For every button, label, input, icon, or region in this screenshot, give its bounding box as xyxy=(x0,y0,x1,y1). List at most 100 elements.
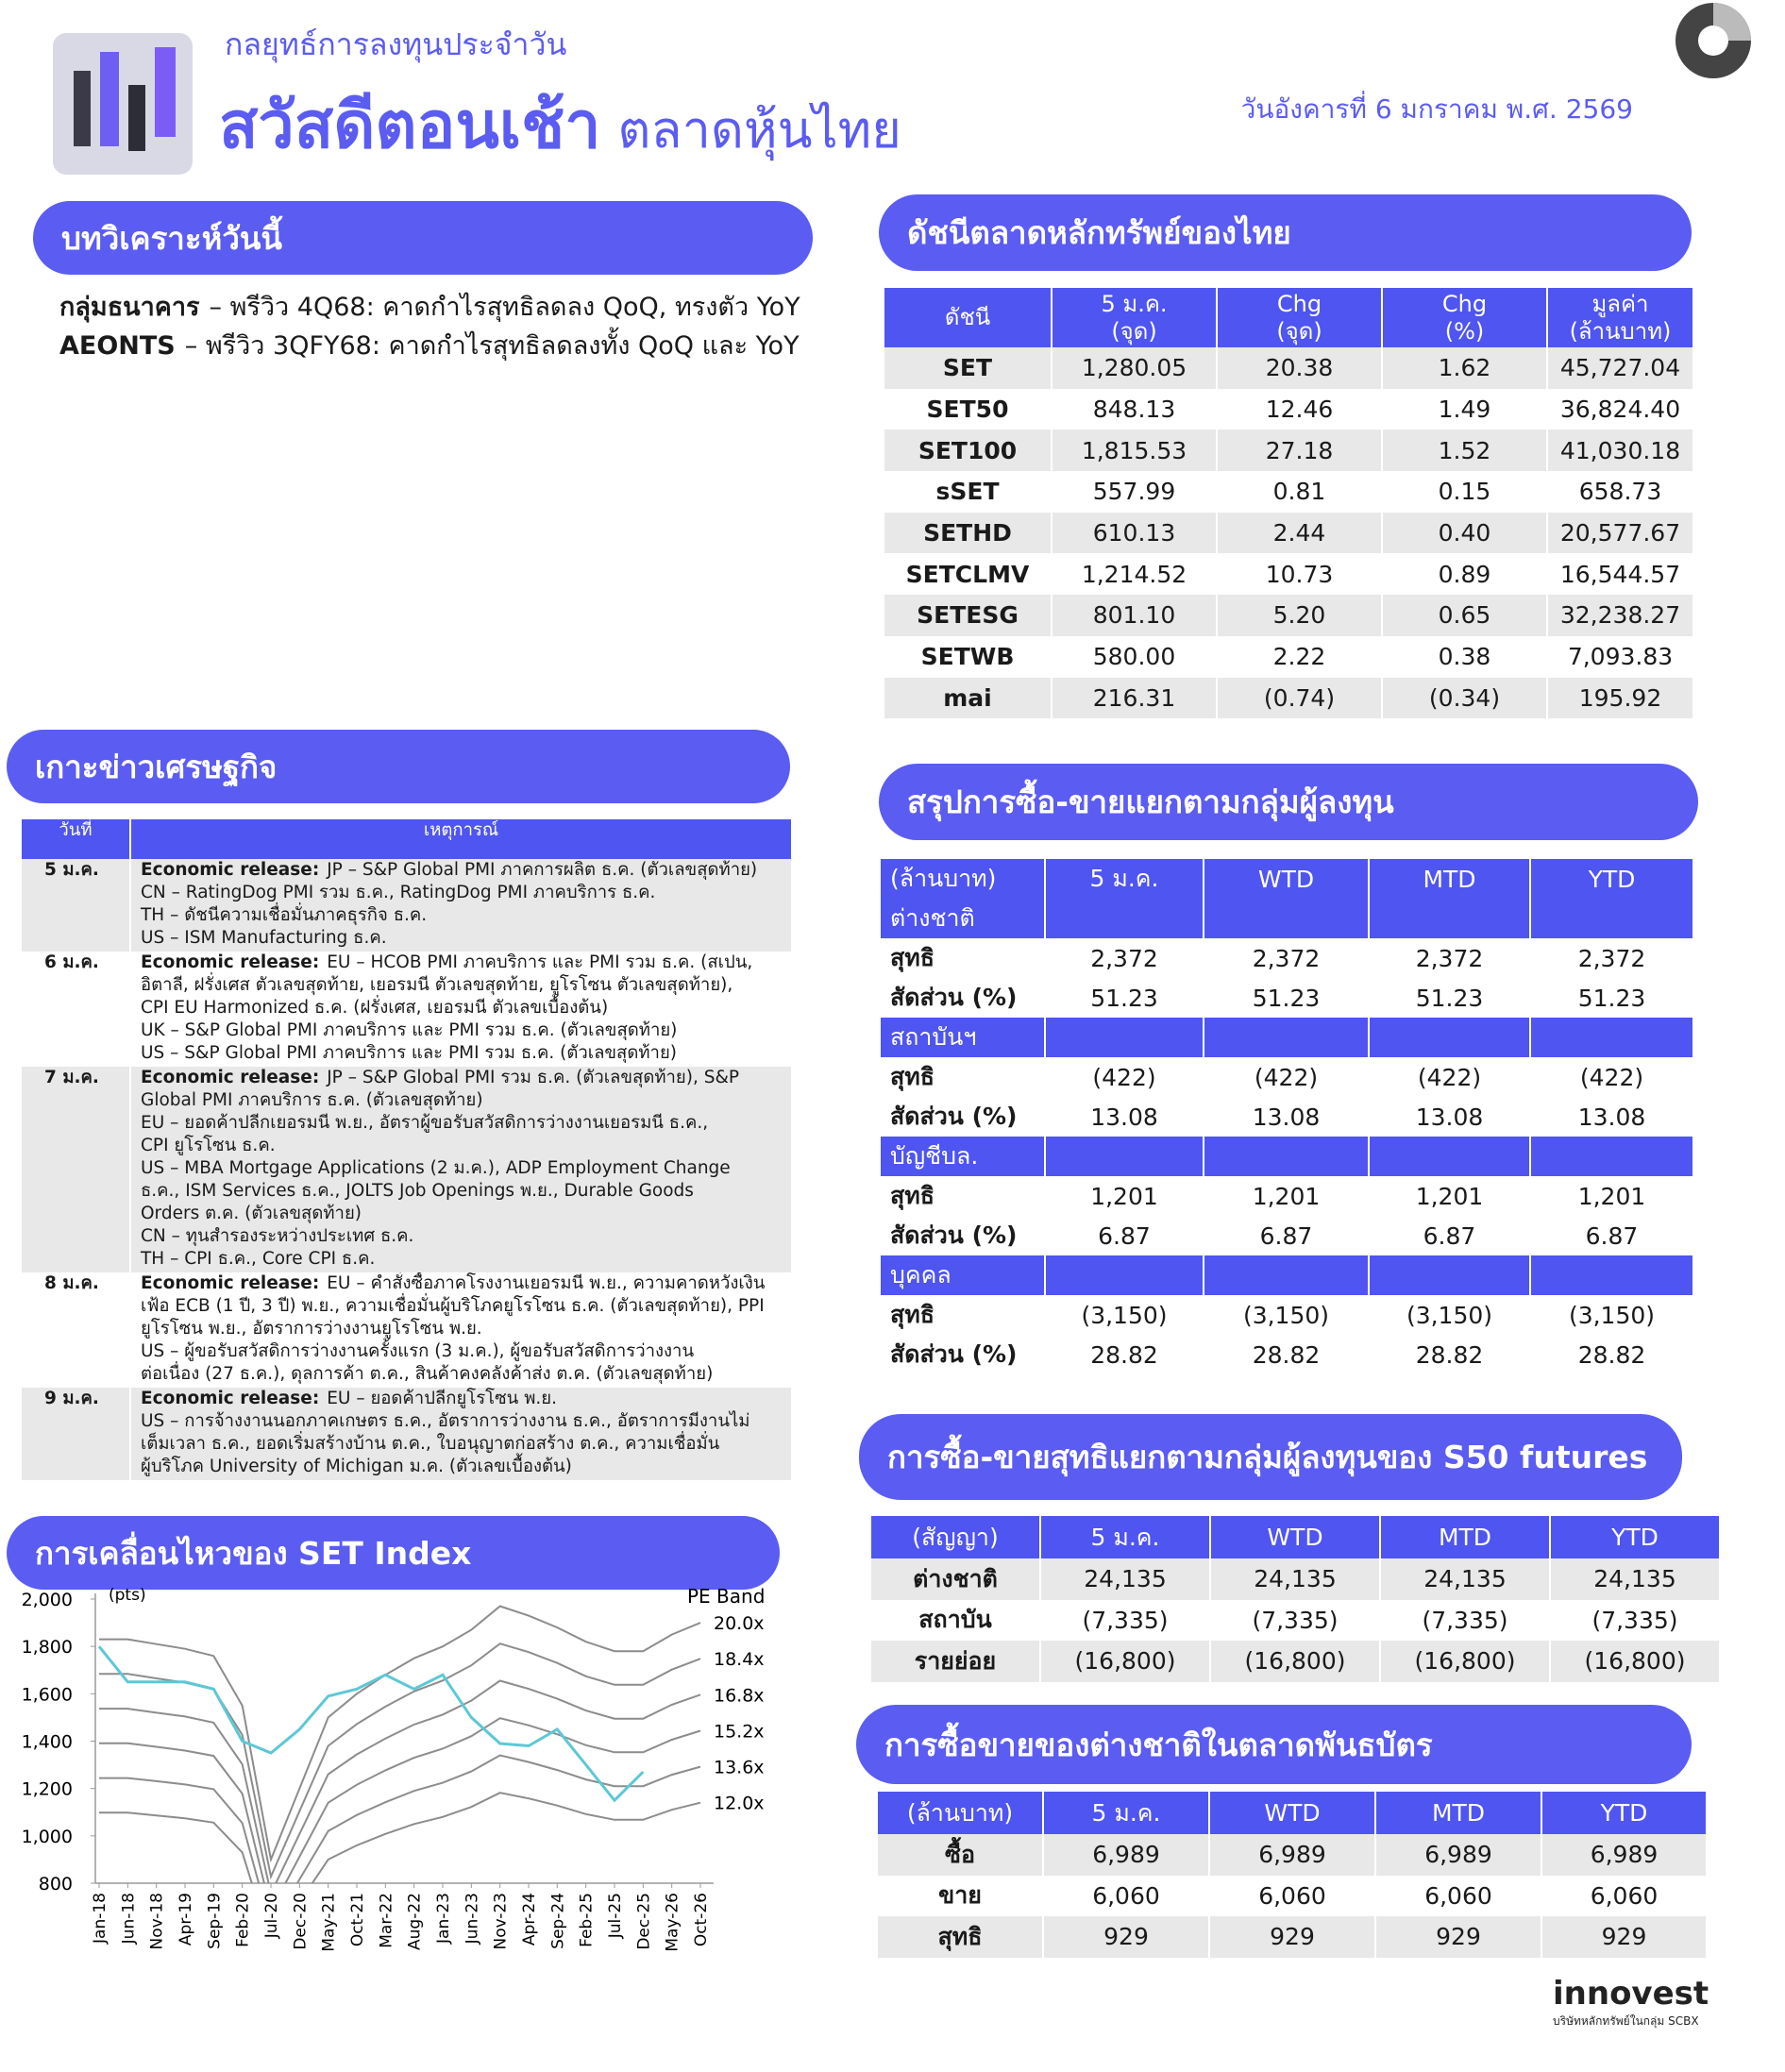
band-label: 13.6x xyxy=(714,1758,765,1778)
analysis-item: AEONTS – พรีวิว 3QFY68: คาดกำไรสุทธิลดลงท… xyxy=(59,327,805,365)
event-line: Economic release: JP – S&P Global PMI ภาค… xyxy=(141,859,791,882)
value-cell: 848.13 xyxy=(1051,388,1217,430)
group-name: สถาบันฯ xyxy=(879,1018,1045,1057)
bonds-heading: การซื้อขายของต่างชาติในตลาดพันธบัตร xyxy=(856,1705,1692,1784)
investor-row: สุทธิ (422) (422) (422) (422) xyxy=(879,1057,1692,1097)
header-cell: WTD xyxy=(1203,859,1369,899)
value-cell: (3,150) xyxy=(1368,1295,1530,1335)
investor-row: สัดส่วน (%) 13.08 13.08 13.08 13.08 xyxy=(879,1097,1692,1137)
econ-events: Economic release: EU – คำสั่งซื้อภาคโรงงา… xyxy=(129,1272,791,1388)
item-name: AEONTS xyxy=(59,331,176,361)
event-text: EU – ยอดค้าปลีกเยอรมนี พ.ย., อัตราผู้ขอร… xyxy=(141,1113,709,1133)
index-row: SETWB 580.00 2.22 0.38 7,093.83 xyxy=(883,635,1692,678)
value-cell: 6,989 xyxy=(1541,1834,1706,1876)
x-tick-label: Jan-18 xyxy=(91,1893,109,1945)
header-cell: มูลค่า (ล้านบาท) xyxy=(1546,288,1692,347)
event-text: เต็มเวลา ธ.ค., ยอดเริ่มสร้างบ้าน ต.ค., ใ… xyxy=(141,1434,720,1454)
value-cell: 216.31 xyxy=(1051,677,1217,719)
bonds-row: ซื้อ 6,989 6,989 6,989 6,989 xyxy=(876,1834,1706,1876)
item-name: กลุ่มธนาคาร xyxy=(59,293,200,322)
econ-date: 5 ม.ค. xyxy=(20,859,130,952)
band-label: 12.0x xyxy=(714,1794,765,1814)
value-cell: 10.73 xyxy=(1216,553,1382,596)
group-filler xyxy=(1368,1137,1530,1176)
futures-row: รายย่อย (16,800) (16,800) (16,800) (16,800) xyxy=(869,1641,1719,1682)
value-cell: 28.82 xyxy=(1203,1335,1369,1374)
group-filler xyxy=(1203,899,1369,938)
value-cell: 36,824.40 xyxy=(1546,388,1692,430)
investor-row: สัดส่วน (%) 51.23 51.23 51.23 51.23 xyxy=(879,978,1692,1018)
value-cell: 2,372 xyxy=(1044,938,1204,978)
econ-events: Economic release: JP – S&P Global PMI ภาค… xyxy=(129,859,791,952)
header-row: วันที่ เหตุการณ์ xyxy=(20,819,791,859)
row-label: สัดส่วน (%) xyxy=(879,978,1045,1018)
event-line: UK – S&P Global PMI ภาคบริการ และ PMI รว… xyxy=(141,1019,791,1042)
row-label: สุทธิ xyxy=(879,1176,1045,1216)
value-cell: 32,238.27 xyxy=(1546,595,1692,636)
value-cell: 6,060 xyxy=(1042,1875,1209,1916)
group-name: บัญชีบล. xyxy=(879,1137,1045,1176)
row-label: สุทธิ xyxy=(879,938,1045,978)
header-cell: YTD xyxy=(1529,859,1692,899)
index-name: SETESG xyxy=(883,595,1052,636)
header-icon xyxy=(53,33,193,175)
row-label: สัดส่วน (%) xyxy=(879,1216,1045,1255)
value-cell: 28.82 xyxy=(1368,1335,1530,1374)
header-cell: ดัชนี xyxy=(883,288,1052,347)
investor-row: สุทธิ (3,150) (3,150) (3,150) (3,150) xyxy=(879,1295,1692,1335)
y-tick-label: 1,200 xyxy=(22,1779,73,1800)
value-cell: 801.10 xyxy=(1051,595,1217,636)
value-cell: 7,093.83 xyxy=(1546,635,1692,678)
x-tick-label: Jul-25 xyxy=(606,1893,625,1939)
header-cell: เหตุการณ์ xyxy=(129,819,791,859)
header-row: (ล้านบาท) 5 ม.ค. WTD MTD YTD xyxy=(879,859,1692,899)
event-text: อิตาลี, ฝรั่งเศส ตัวเลขสุดท้าย, เยอรมนี … xyxy=(141,975,733,995)
x-tick-label: Sep-19 xyxy=(205,1893,224,1949)
header-title: สวัสดีตอนเช้า ตลาดหุ้นไทย xyxy=(219,74,901,176)
index-name: SETCLMV xyxy=(883,553,1052,596)
index-heading: ดัชนีตลาดหลักทรัพย์ของไทย xyxy=(879,194,1692,271)
y-tick-label: 1,800 xyxy=(22,1637,73,1658)
value-cell: 16,544.57 xyxy=(1546,553,1692,596)
value-cell: (422) xyxy=(1044,1057,1204,1097)
value-cell: 51.23 xyxy=(1368,978,1530,1018)
corner-logo xyxy=(1676,3,1751,78)
y-tick-label: 2,000 xyxy=(22,1590,73,1610)
value-cell: 24,135 xyxy=(1039,1558,1210,1600)
value-cell: (7,335) xyxy=(1549,1599,1719,1641)
header-line: Chg xyxy=(1276,290,1322,317)
event-text: JP – S&P Global PMI รวม ธ.ค. (ตัวเลขสุดท… xyxy=(327,1068,740,1087)
event-line: เต็มเวลา ธ.ค., ยอดเริ่มสร้างบ้าน ต.ค., ใ… xyxy=(141,1433,791,1456)
futures-heading: การซื้อ-ขายสุทธิแยกตามกลุ่มผู้ลงทุนของ S… xyxy=(859,1414,1682,1500)
investor-table: (ล้านบาท) 5 ม.ค. WTD MTD YTD ต่างชาติ สุทธิ 2,3… xyxy=(879,859,1692,1374)
event-text: UK – S&P Global PMI ภาคบริการ และ PMI รว… xyxy=(141,1020,678,1040)
event-line: TH – ดัชนีความเชื่อมั่นภาคธุรกิจ ธ.ค. xyxy=(141,904,791,927)
value-cell: 20,577.67 xyxy=(1546,512,1692,554)
x-tick-label: Aug-22 xyxy=(406,1893,425,1950)
index-row: SETESG 801.10 5.20 0.65 32,238.27 xyxy=(883,595,1692,636)
index-row: mai 216.31 (0.74) (0.34) 195.92 xyxy=(883,677,1692,719)
event-text: ผู้บริโภค University of Michigan ม.ค. (ต… xyxy=(141,1457,572,1476)
value-cell: (16,800) xyxy=(1209,1641,1380,1682)
value-cell: 929 xyxy=(1374,1916,1541,1958)
value-cell: 24,135 xyxy=(1209,1558,1380,1600)
band-label: 16.8x xyxy=(714,1685,765,1706)
event-line: Orders ต.ค. (ตัวเลขสุดท้าย) xyxy=(141,1203,791,1225)
group-filler xyxy=(1368,899,1530,938)
header-cell: Chg (%) xyxy=(1381,288,1547,347)
event-text: EU – ยอดค้าปลีกยูโรโซน พ.ย. xyxy=(327,1389,557,1408)
header-cell: Chg (จุด) xyxy=(1216,288,1382,347)
event-text: ธ.ค., ISM Services ธ.ค., JOLTS Job Openi… xyxy=(141,1181,694,1201)
group-filler xyxy=(1044,1137,1204,1176)
event-line: US – MBA Mortgage Applications (2 ม.ค.),… xyxy=(141,1157,791,1180)
value-cell: (16,800) xyxy=(1039,1641,1210,1682)
event-text: เฟ้อ ECB (1 ปี, 3 ปี) พ.ย., ความเชื่อมั่… xyxy=(141,1296,765,1316)
event-line: EU – ยอดค้าปลีกเยอรมนี พ.ย., อัตราผู้ขอร… xyxy=(141,1112,791,1135)
value-cell: (422) xyxy=(1529,1057,1692,1097)
index-name: SETHD xyxy=(883,512,1052,554)
brand: innovest xyxy=(1553,1975,1709,2013)
row-label: ต่างชาติ xyxy=(869,1558,1040,1600)
pe-band-line xyxy=(99,1717,701,1883)
event-line: CPI EU Harmonized ธ.ค. (ฝรั่งเศส, เยอรมน… xyxy=(141,997,791,1019)
value-cell: 12.46 xyxy=(1216,388,1382,430)
